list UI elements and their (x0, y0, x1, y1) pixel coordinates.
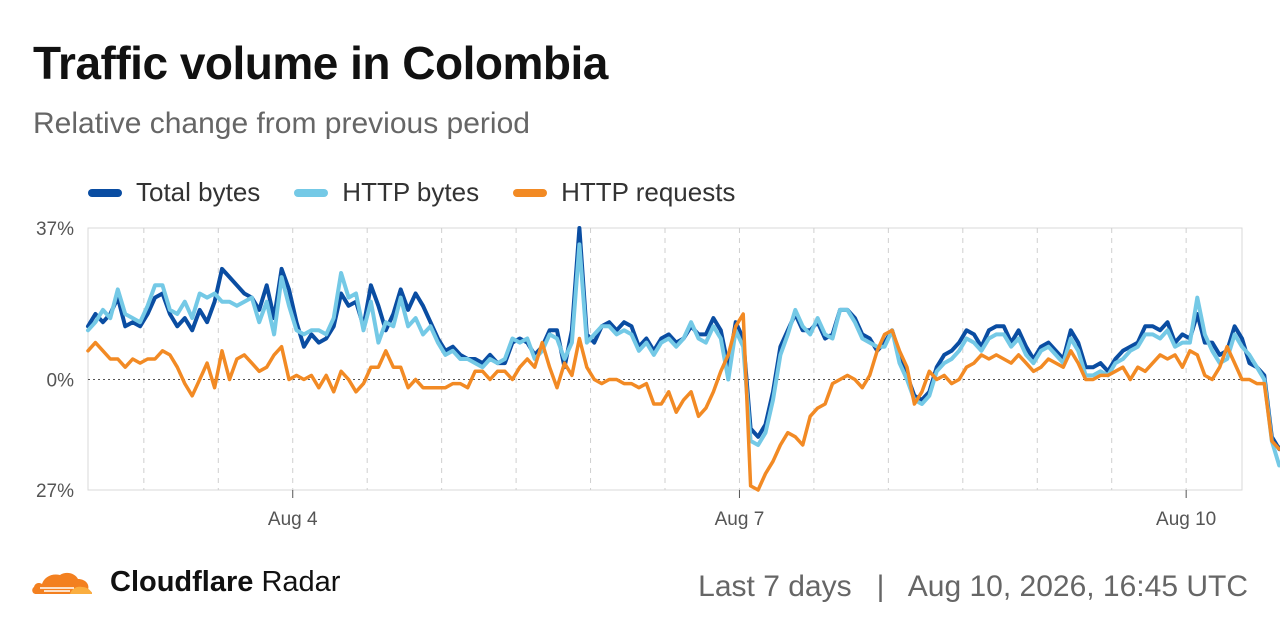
legend-label-http-bytes: HTTP bytes (342, 177, 480, 207)
chart-legend: Total bytes HTTP bytes HTTP requests (88, 177, 735, 208)
x-tick-label: Aug 4 (268, 509, 318, 530)
cloudflare-radar-brand[interactable]: Cloudflare Radar (30, 566, 340, 599)
chart-title: Traffic volume in Colombia (33, 37, 608, 89)
x-tick-label: Aug 10 (1156, 509, 1216, 530)
legend-item-total-bytes[interactable]: Total bytes (88, 177, 260, 208)
legend-swatch-total-bytes (88, 188, 122, 197)
legend-item-http-requests[interactable]: HTTP requests (513, 177, 735, 208)
period-label: Last 7 days (698, 570, 852, 603)
y-tick-label: 37% (36, 219, 74, 240)
footer-separator: | (876, 570, 885, 603)
timestamp-label: Aug 10, 2026, 16:45 UTC (907, 570, 1248, 603)
legend-swatch-http-requests (513, 188, 548, 197)
legend-item-http-bytes[interactable]: HTTP bytes (294, 177, 479, 208)
legend-label-http-requests: HTTP requests (561, 177, 736, 207)
brand-name-bold: Cloudflare (110, 566, 254, 598)
legend-swatch-http-bytes (294, 188, 329, 197)
chart-subtitle: Relative change from previous period (33, 107, 530, 140)
brand-name-regular: Radar (253, 566, 341, 598)
traffic-line-chart: 37% 0% 27% Aug 4 Aug 7 Aug 10 (36, 219, 1280, 530)
legend-label-total-bytes: Total bytes (136, 177, 261, 207)
footer-period-info: Last 7 days | Aug 10, 2026, 16:45 UTC (698, 570, 1248, 604)
cloudflare-logo-icon (32, 572, 92, 594)
series-line-http-requests (86, 312, 1280, 492)
x-tick-label: Aug 7 (715, 509, 765, 530)
y-tick-label: 27% (36, 481, 74, 502)
y-tick-label: 0% (47, 370, 75, 391)
series-line-http-bytes (86, 242, 1280, 468)
brand-name: Cloudflare Radar (110, 566, 340, 599)
